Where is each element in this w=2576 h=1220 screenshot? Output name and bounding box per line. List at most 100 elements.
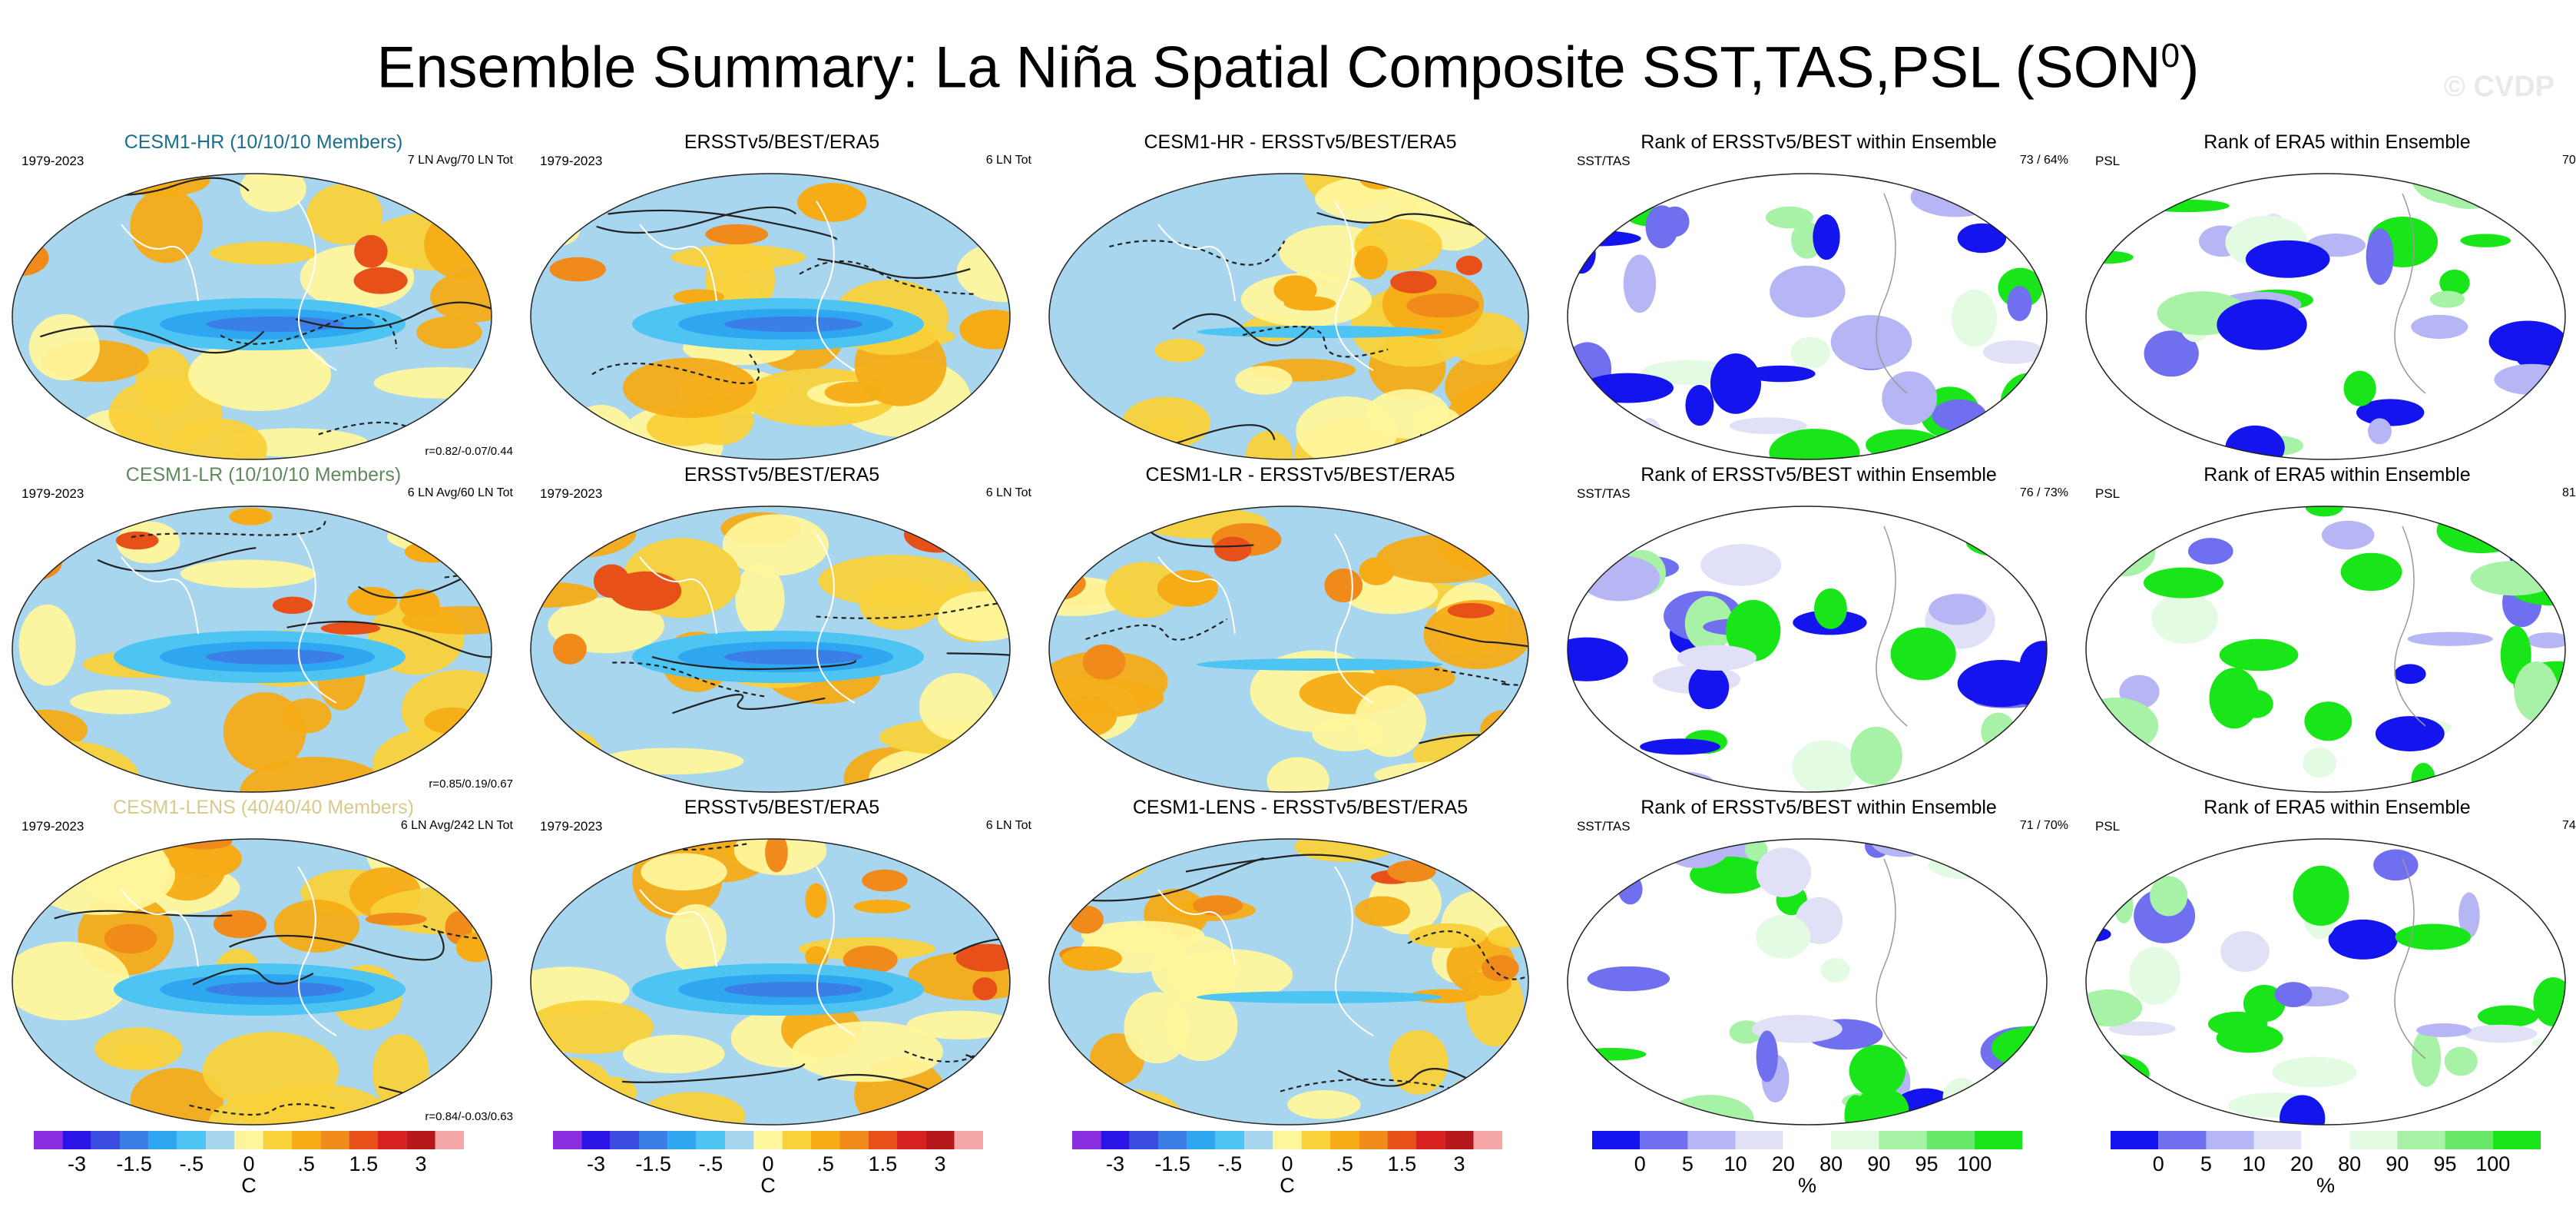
- panel-title: ERSSTv5/BEST/ERA5: [684, 464, 880, 486]
- colorbar-tick-label: 1.5: [868, 1152, 898, 1175]
- colorbar-swatch: [234, 1131, 263, 1149]
- colorbar-swatch: [639, 1131, 668, 1149]
- panel-count: 6 LN Tot: [985, 486, 1031, 499]
- map-anom: [530, 838, 1011, 1126]
- panel-correlation: r=0.84/-0.03/0.63: [425, 1110, 513, 1123]
- panel-period: 1979-2023: [22, 486, 84, 501]
- map-rank: [2085, 838, 2566, 1126]
- colorbar-swatch: [553, 1131, 582, 1149]
- panel-title: Rank of ERA5 within Ensemble: [2204, 131, 2471, 153]
- map-panel-r1-c1: CESM1-HR (10/10/10 Members) 1979-2023 7 LN…: [8, 131, 519, 461]
- colorbar-swatch: [1387, 1131, 1416, 1149]
- map-anom: [12, 506, 492, 793]
- colorbar-swatch: [667, 1131, 697, 1149]
- panel-period: 1979-2023: [22, 819, 84, 834]
- panel-period: PSL: [2095, 154, 2121, 168]
- colorbar-swatch: [1129, 1131, 1158, 1149]
- map-panel-r1-c3: CESM1-HR - ERSSTv5/BEST/ERA5: [1045, 131, 1556, 461]
- colorbar-swatch: [753, 1131, 783, 1149]
- panel-title: CESM1-LENS (40/40/40 Members): [113, 797, 414, 818]
- colorbar-tick-label: .5: [1336, 1152, 1353, 1175]
- map-diff: [1048, 838, 1529, 1126]
- panel-title: CESM1-HR (10/10/10 Members): [124, 131, 403, 153]
- panel-title: Rank of ERA5 within Ensemble: [2204, 797, 2471, 818]
- map-panel-r1-c2: ERSSTv5/BEST/ERA5 1979-2023 6 LN Tot: [526, 131, 1038, 461]
- colorbar-swatch: [1244, 1131, 1273, 1149]
- colorbar-swatch: [2253, 1131, 2302, 1149]
- colorbar-tick-label: -1.5: [635, 1152, 671, 1175]
- panel-count: 6 LN Tot: [985, 154, 1031, 167]
- colorbar-swatch: [1187, 1131, 1216, 1149]
- colorbar-swatch: [581, 1131, 611, 1149]
- cvdp-watermark: © CVDP: [2443, 71, 2554, 103]
- map-panel-r3-c5: Rank of ERA5 within Ensemble PSL 74%: [2081, 796, 2576, 1126]
- colorbar-swatch: [2349, 1131, 2398, 1149]
- colorbar-swatch: [1974, 1131, 2022, 1149]
- colorbar-swatch: [1072, 1131, 1101, 1149]
- map-anom: [530, 173, 1011, 460]
- panel-period: PSL: [2095, 819, 2121, 834]
- colorbar-swatch: [349, 1131, 378, 1149]
- colorbar-tick-label: 90: [2386, 1152, 2409, 1175]
- colorbar-unit: %: [2316, 1174, 2336, 1197]
- panel-title: Rank of ERSSTv5/BEST within Ensemble: [1641, 797, 1997, 818]
- colorbar-swatch: [1735, 1131, 1783, 1149]
- panel-count: 76 / 73%: [2019, 486, 2068, 499]
- map-panel-r1-c5: Rank of ERA5 within Ensemble PSL 70%: [2081, 131, 2576, 461]
- panel-correlation: r=0.85/0.19/0.67: [429, 777, 513, 791]
- colorbar-swatch: [263, 1131, 292, 1149]
- panel-period: SST/TAS: [1577, 154, 1631, 168]
- colorbar-swatch: [406, 1131, 435, 1149]
- colorbar-swatch: [2301, 1131, 2350, 1150]
- map-panel-r3-c4: Rank of ERSSTv5/BEST within Ensemble SST/…: [1563, 796, 2074, 1126]
- colorbar-swatch: [1879, 1131, 1927, 1149]
- colorbar-swatch: [1359, 1131, 1388, 1149]
- map-diff: [1048, 173, 1529, 460]
- map-panel-r2-c3: CESM1-LR - ERSSTv5/BEST/ERA5: [1045, 463, 1556, 794]
- colorbar-swatch: [925, 1131, 955, 1149]
- colorbar-swatch: [1215, 1131, 1244, 1149]
- colorbar-swatch: [435, 1131, 464, 1149]
- colorbar-swatch: [320, 1131, 349, 1149]
- panel-count: 70%: [2561, 154, 2576, 167]
- map-rank: [1567, 173, 2048, 460]
- colorbar-swatch: [1330, 1131, 1359, 1149]
- colorbar-swatch: [2111, 1131, 2159, 1149]
- panel-count: 6 LN Tot: [985, 819, 1031, 832]
- colorbar-tick-label: -.5: [179, 1152, 204, 1175]
- colorbar-tick-label: 1.5: [349, 1152, 379, 1175]
- colorbar-swatch: [1101, 1131, 1130, 1149]
- colorbar-swatch: [1592, 1131, 1641, 1149]
- colorbar-tick-label: -1.5: [116, 1152, 152, 1175]
- main-title: Ensemble Summary: La Niña Spatial Compos…: [376, 35, 2200, 101]
- colorbar-swatch: [120, 1131, 149, 1149]
- colorbar-tick-label: 0: [762, 1152, 774, 1175]
- panel-title: CESM1-HR - ERSSTv5/BEST/ERA5: [1144, 131, 1457, 153]
- map-rank: [1567, 838, 2048, 1126]
- colorbar-swatch: [1831, 1131, 1879, 1149]
- colorbar-tick-label: .5: [297, 1152, 315, 1175]
- panel-period: 1979-2023: [22, 154, 84, 168]
- colorbar-unit: C: [760, 1174, 776, 1197]
- colorbar-1: -3 -1.5 -.5 0 .5 1.5 3 C: [34, 1131, 464, 1208]
- colorbar-tick-label: 20: [2290, 1152, 2313, 1175]
- panel-title: CESM1-LR - ERSSTv5/BEST/ERA5: [1145, 464, 1455, 486]
- colorbar-swatch: [1301, 1131, 1330, 1149]
- colorbar-swatch: [1158, 1131, 1187, 1149]
- map-diff: [1048, 506, 1529, 793]
- colorbar-tick-label: -3: [586, 1152, 606, 1175]
- panel-title: ERSSTv5/BEST/ERA5: [684, 131, 880, 153]
- map-panel-r3-c3: CESM1-LENS - ERSSTv5/BEST/ERA5: [1045, 796, 1556, 1126]
- colorbar-tick-label: 5: [2200, 1152, 2212, 1175]
- colorbar-3: -3 -1.5 -.5 0 .5 1.5 3 C: [1072, 1131, 1502, 1208]
- panel-count: 71 / 70%: [2019, 819, 2068, 832]
- map-panel-r1-c4: Rank of ERSSTv5/BEST within Ensemble SST/…: [1563, 131, 2074, 461]
- colorbar-tick-label: 0: [243, 1152, 255, 1175]
- map-rank: [2085, 173, 2566, 460]
- colorbar-swatch: [868, 1131, 897, 1149]
- panel-period: 1979-2023: [540, 486, 603, 501]
- map-panel-r3-c1: CESM1-LENS (40/40/40 Members) 1979-2023 6 …: [8, 796, 519, 1126]
- colorbar-tick-label: 100: [2475, 1152, 2511, 1175]
- colorbar-tick-label: 90: [1867, 1152, 1891, 1175]
- colorbar-unit: %: [1797, 1174, 1817, 1197]
